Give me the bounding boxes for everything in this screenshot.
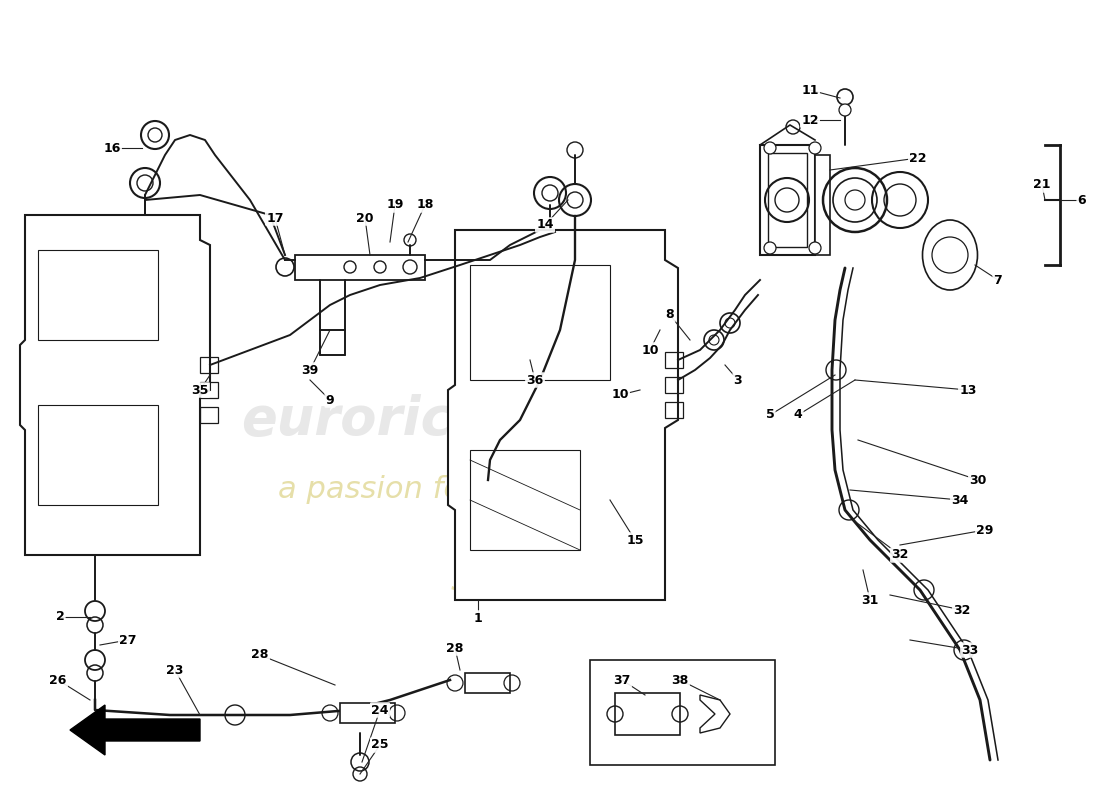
Bar — [340, 703, 395, 723]
Text: euroricambi: euroricambi — [241, 394, 598, 446]
Text: 29: 29 — [977, 523, 993, 537]
Text: 32: 32 — [954, 603, 970, 617]
Text: 9: 9 — [326, 394, 334, 406]
Bar — [815, 155, 830, 255]
Text: 30: 30 — [969, 474, 987, 486]
Bar — [39, 250, 158, 340]
Bar — [590, 660, 776, 765]
Text: 16: 16 — [103, 142, 121, 154]
Text: 35: 35 — [191, 383, 209, 397]
Text: 14: 14 — [537, 218, 553, 231]
Bar — [465, 673, 510, 693]
Text: 33: 33 — [961, 643, 979, 657]
Text: 34: 34 — [952, 494, 969, 506]
Bar — [760, 145, 815, 255]
Bar — [470, 265, 610, 380]
Text: 18: 18 — [416, 198, 433, 211]
Text: 17: 17 — [266, 211, 284, 225]
Text: 25: 25 — [372, 738, 388, 751]
Text: 39: 39 — [301, 363, 319, 377]
Circle shape — [837, 89, 852, 105]
Text: 1: 1 — [474, 611, 483, 625]
Text: 27: 27 — [119, 634, 136, 646]
Circle shape — [808, 242, 821, 254]
Bar — [666, 352, 683, 368]
Bar — [200, 407, 218, 423]
Polygon shape — [700, 695, 730, 733]
Circle shape — [839, 104, 851, 116]
Bar — [666, 402, 683, 418]
Text: since 1935: since 1935 — [451, 563, 649, 597]
Text: 31: 31 — [861, 594, 879, 606]
Text: 21: 21 — [1033, 178, 1050, 191]
Bar — [615, 693, 680, 735]
Text: 28: 28 — [251, 649, 268, 662]
Text: 10: 10 — [612, 389, 629, 402]
Text: 28: 28 — [447, 642, 464, 654]
Text: 4: 4 — [793, 409, 802, 422]
Text: a passion for parts: a passion for parts — [277, 475, 562, 505]
Text: 8: 8 — [666, 309, 674, 322]
Text: 32: 32 — [891, 549, 909, 562]
Polygon shape — [20, 215, 210, 555]
Bar — [295, 255, 425, 280]
Text: 22: 22 — [910, 151, 926, 165]
Text: 3: 3 — [734, 374, 742, 386]
Text: 24: 24 — [372, 703, 388, 717]
Bar — [39, 405, 158, 505]
Text: 37: 37 — [614, 674, 630, 686]
Bar — [768, 153, 807, 247]
Polygon shape — [448, 230, 678, 600]
FancyArrow shape — [70, 705, 200, 755]
Text: 15: 15 — [626, 534, 644, 546]
Text: 11: 11 — [801, 83, 818, 97]
Text: 26: 26 — [50, 674, 67, 686]
Text: 5: 5 — [766, 409, 774, 422]
Bar — [200, 382, 218, 398]
Text: 19: 19 — [386, 198, 404, 211]
Text: 6: 6 — [1078, 194, 1087, 206]
Circle shape — [808, 142, 821, 154]
Bar — [200, 357, 218, 373]
Text: 23: 23 — [166, 663, 184, 677]
Circle shape — [764, 142, 776, 154]
Bar — [470, 450, 580, 550]
Circle shape — [764, 242, 776, 254]
Text: 12: 12 — [801, 114, 818, 126]
Text: 13: 13 — [959, 383, 977, 397]
Text: 36: 36 — [527, 374, 543, 386]
Text: 38: 38 — [671, 674, 689, 686]
Text: 2: 2 — [56, 610, 65, 623]
Text: 20: 20 — [356, 211, 374, 225]
Bar — [666, 377, 683, 393]
Text: 10: 10 — [641, 343, 659, 357]
Text: 7: 7 — [993, 274, 1002, 286]
Ellipse shape — [923, 220, 978, 290]
